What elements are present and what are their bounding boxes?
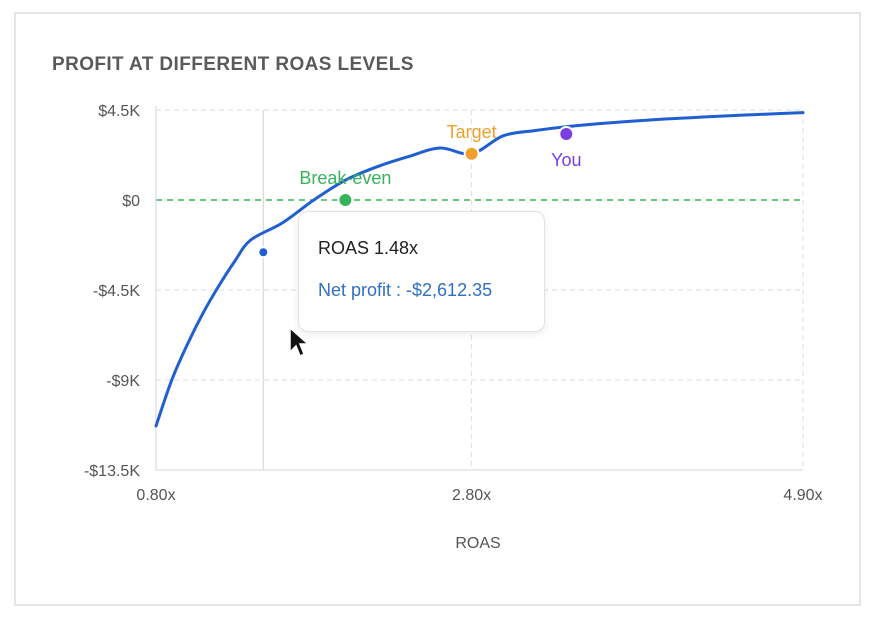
- break-even-marker-label: Break-even: [299, 168, 391, 188]
- x-tick-label: 0.80x: [136, 487, 175, 504]
- target-marker[interactable]: [463, 145, 480, 162]
- you-marker[interactable]: [558, 126, 575, 142]
- y-tick-label: -$9K: [106, 373, 140, 390]
- tooltip-title: ROAS 1.48x: [318, 238, 419, 258]
- y-tick-label: -$13.5K: [84, 463, 140, 480]
- break-even-marker[interactable]: [337, 192, 354, 208]
- mouse-cursor-icon: [289, 326, 310, 358]
- you-marker-label: You: [551, 150, 581, 170]
- x-tick-label: 4.90x: [783, 487, 822, 504]
- y-tick-label: -$4.5K: [93, 283, 140, 300]
- x-axis-label: ROAS: [455, 535, 500, 552]
- tooltip-net-profit: Net profit : -$2,612.35: [318, 280, 493, 300]
- hover-tooltip: ROAS 1.48x Net profit : -$2,612.35: [298, 211, 545, 332]
- hover-point[interactable]: [257, 246, 270, 259]
- y-tick-label: $4.5K: [98, 103, 140, 120]
- profit-curve[interactable]: [154, 111, 805, 428]
- target-marker-label: Target: [447, 122, 497, 142]
- y-tick-label: $0: [122, 193, 140, 210]
- x-tick-label: 2.80x: [452, 487, 491, 504]
- chart-title: PROFIT AT DIFFERENT ROAS LEVELS: [52, 54, 414, 75]
